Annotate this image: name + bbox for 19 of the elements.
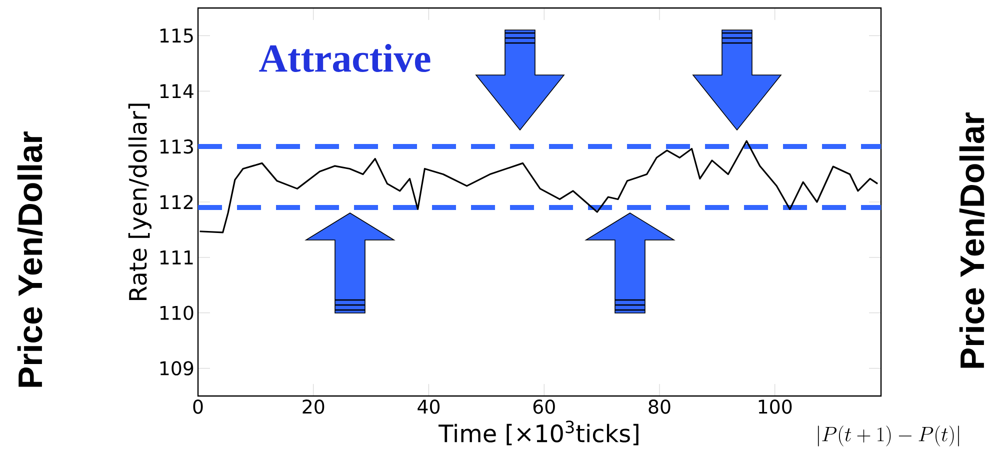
text: Price Yen/Dollar (959, 112, 985, 368)
y-tick-label: 115 (160, 28, 193, 43)
y-tick-label: 114 (160, 84, 194, 98)
x-tick-label: 80 (648, 400, 670, 414)
x-tick-label: 60 (533, 400, 555, 414)
text: $|P(t+1)-P(t)|$ (818, 426, 959, 446)
y-tick-label: 109 (160, 361, 194, 376)
y-tick-label: 111 (160, 250, 193, 264)
y-tick-label: 112 (160, 194, 193, 210)
annotation: Attractive (259, 44, 430, 72)
x-axis-title: Time [×10$^{3}$ticks] (438, 420, 638, 446)
y-tick-label: 113 (160, 139, 193, 154)
y-axis-title: Rate [yen/dollar] (128, 104, 152, 300)
x-tick-label: 100 (758, 400, 792, 414)
y-tick-label: 110 (160, 306, 194, 320)
x-tick-label: 20 (302, 400, 324, 414)
x-tick-label: 0 (193, 400, 203, 414)
x-tick-label: 40 (418, 400, 440, 414)
text: Price Yen/Dollar (17, 132, 43, 387)
